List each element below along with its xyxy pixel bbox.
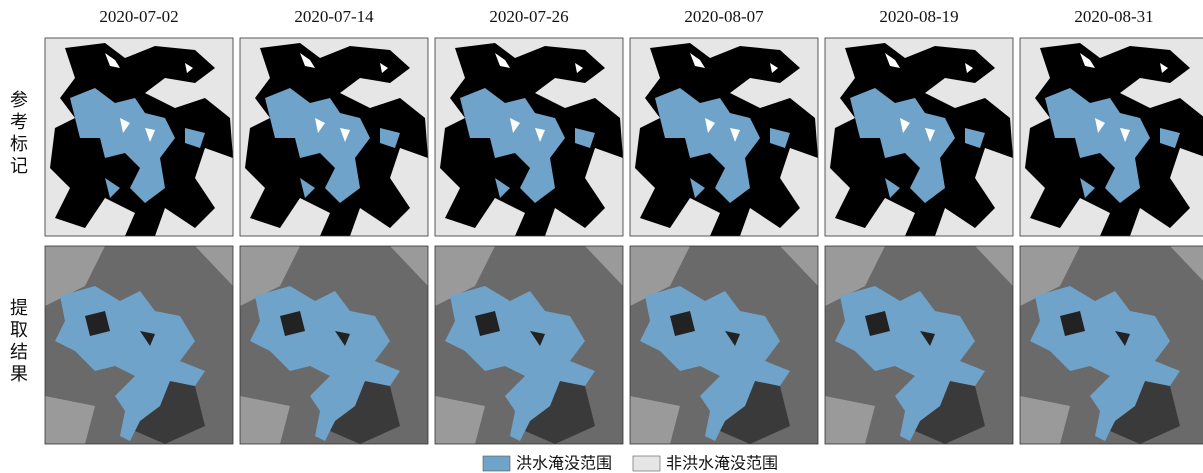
map-panel xyxy=(240,38,428,236)
map-panel xyxy=(825,38,1013,236)
figure: 2020-07-02 2020-07-14 2020-07-26 2020-08-07… xyxy=(0,0,1203,473)
column-title: 2020-08-19 xyxy=(879,7,958,26)
map-panel xyxy=(435,38,623,236)
row-label: 提取结果 xyxy=(6,298,30,386)
map-panel xyxy=(1020,38,1203,236)
column-title: 2020-08-31 xyxy=(1074,7,1153,26)
map-panel xyxy=(45,246,233,444)
map-panel xyxy=(630,246,818,444)
map-panel xyxy=(240,246,428,444)
legend-label: 洪水淹没范围 xyxy=(516,454,612,473)
legend-swatch xyxy=(483,456,510,471)
column-title: 2020-07-26 xyxy=(489,7,568,26)
column-title: 2020-08-07 xyxy=(684,7,764,26)
legend-label: 非洪水淹没范围 xyxy=(666,454,778,473)
map-panel xyxy=(435,246,623,444)
map-panel xyxy=(630,38,818,236)
page: 2020-07-02 2020-07-14 2020-07-26 2020-08-07… xyxy=(0,0,1203,473)
map-panel xyxy=(1020,246,1203,444)
legend-swatch xyxy=(633,456,660,471)
column-title: 2020-07-14 xyxy=(294,7,374,26)
column-title: 2020-07-02 xyxy=(99,7,178,26)
map-panel xyxy=(45,38,233,236)
map-panel xyxy=(825,246,1013,444)
row-label: 参考标记 xyxy=(6,90,30,178)
